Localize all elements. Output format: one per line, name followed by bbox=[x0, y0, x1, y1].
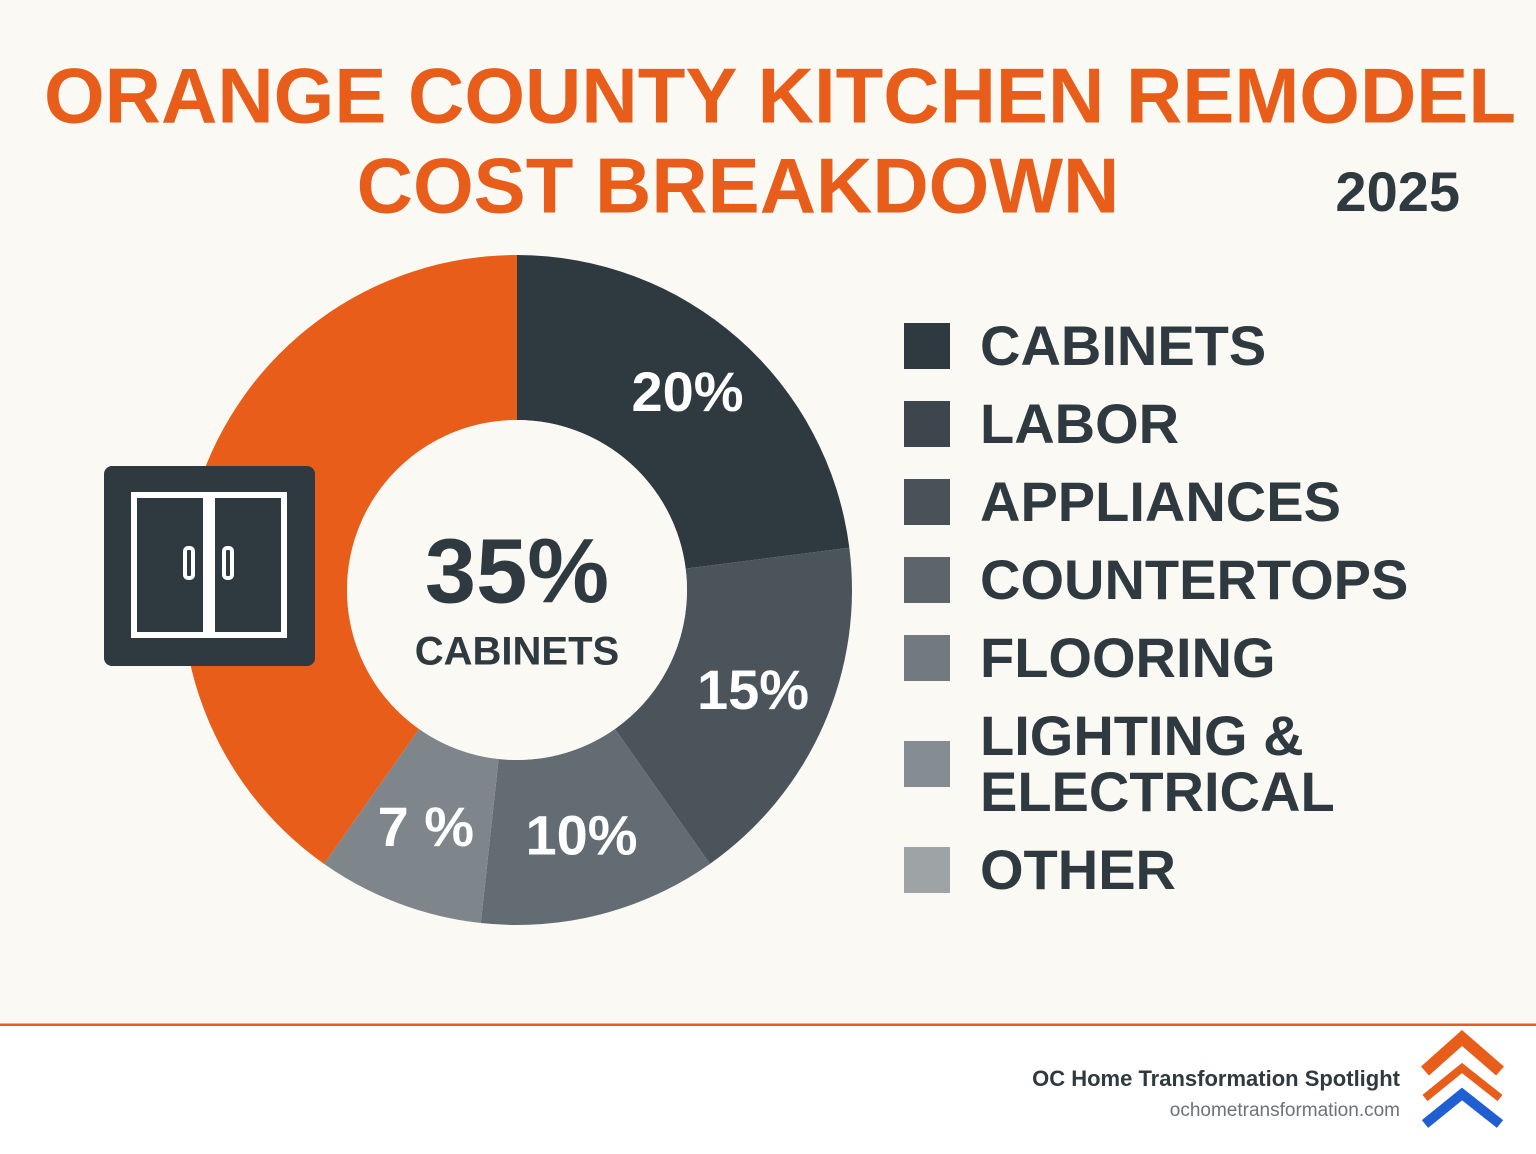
legend-item: COUNTERTOPS bbox=[904, 552, 1504, 608]
chart-title: ORANGE COUNTY KITCHEN REMODEL bbox=[44, 52, 1516, 140]
chart-title: COST BREAKDOWN bbox=[357, 142, 1120, 230]
footer-url: ochometransformation.com bbox=[1169, 1100, 1400, 1121]
cabinet-door bbox=[209, 492, 287, 638]
legend-label: CABINETS bbox=[980, 314, 1267, 377]
legend-label: COUNTERTOPS bbox=[980, 548, 1409, 611]
legend-label: LABOR bbox=[980, 392, 1180, 455]
slice-label: 7 % bbox=[378, 795, 475, 858]
center-value: 35% bbox=[425, 520, 609, 622]
center-label: CABINETS bbox=[415, 630, 619, 674]
donut-slice bbox=[614, 547, 852, 864]
legend-item: LIGHTING & ELECTRICAL bbox=[904, 708, 1504, 820]
footer-brand: OC Home Transformation Spotlight bbox=[1032, 1066, 1400, 1091]
legend-item: CABINETS bbox=[904, 318, 1504, 374]
legend-swatch bbox=[904, 847, 950, 893]
donut-slice bbox=[181, 255, 517, 864]
legend-item: OTHER bbox=[904, 842, 1504, 898]
donut-slice bbox=[480, 728, 710, 925]
legend-label: APPLIANCES bbox=[980, 470, 1341, 533]
legend-swatch bbox=[904, 557, 950, 603]
donut-hole bbox=[347, 420, 687, 760]
cabinet-handle bbox=[183, 546, 195, 580]
cabinet-handle bbox=[222, 546, 234, 580]
slice-label: 20% bbox=[632, 360, 744, 423]
legend-swatch bbox=[904, 635, 950, 681]
legend-swatch bbox=[904, 401, 950, 447]
footer: OC Home Transformation Spotlight ochomet… bbox=[0, 1026, 1536, 1154]
slice-label: 10% bbox=[525, 804, 637, 867]
legend-label: LIGHTING & ELECTRICAL bbox=[980, 704, 1335, 823]
legend-item: LABOR bbox=[904, 396, 1504, 452]
legend-swatch bbox=[904, 741, 950, 787]
legend-swatch bbox=[904, 479, 950, 525]
legend-label: FLOORING bbox=[980, 626, 1276, 689]
donut-slice bbox=[324, 728, 499, 924]
legend-label: OTHER bbox=[980, 838, 1176, 901]
cabinet-door bbox=[131, 492, 209, 638]
legend-item: APPLIANCES bbox=[904, 474, 1504, 530]
legend: CABINETS LABOR APPLIANCES COUNTERTOPS FLOORI… bbox=[904, 318, 1504, 920]
slice-label: 15% bbox=[697, 658, 809, 721]
legend-item: FLOORING bbox=[904, 630, 1504, 686]
logo bbox=[1421, 1030, 1504, 1128]
donut-slice bbox=[517, 255, 850, 569]
chart-subtitle: 2025 bbox=[1335, 160, 1460, 223]
legend-swatch bbox=[904, 323, 950, 369]
